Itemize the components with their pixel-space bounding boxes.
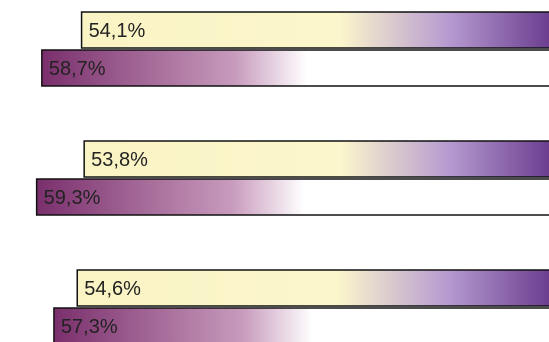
- bar-value-label: 54,1%: [89, 20, 146, 42]
- bar-group-1-upper: [80, 11, 549, 49]
- bar-group-2-lower: [35, 178, 549, 216]
- bar-group-1-lower: [41, 49, 549, 87]
- bars-layer: 54,1% 58,7% 53,8% 59,3% 54,6% 57,3%: [35, 11, 549, 342]
- bar-group-3-lower: [53, 307, 549, 342]
- bar-value-label: 54,6%: [84, 278, 141, 300]
- bar-value-label: 58,7%: [49, 58, 106, 80]
- bar-group-3-upper: [76, 269, 549, 307]
- bar-group-2-upper: [83, 140, 549, 178]
- bar-value-label: 53,8%: [91, 149, 148, 171]
- bar-value-label: 57,3%: [61, 316, 118, 338]
- bar-value-label: 59,3%: [44, 187, 101, 209]
